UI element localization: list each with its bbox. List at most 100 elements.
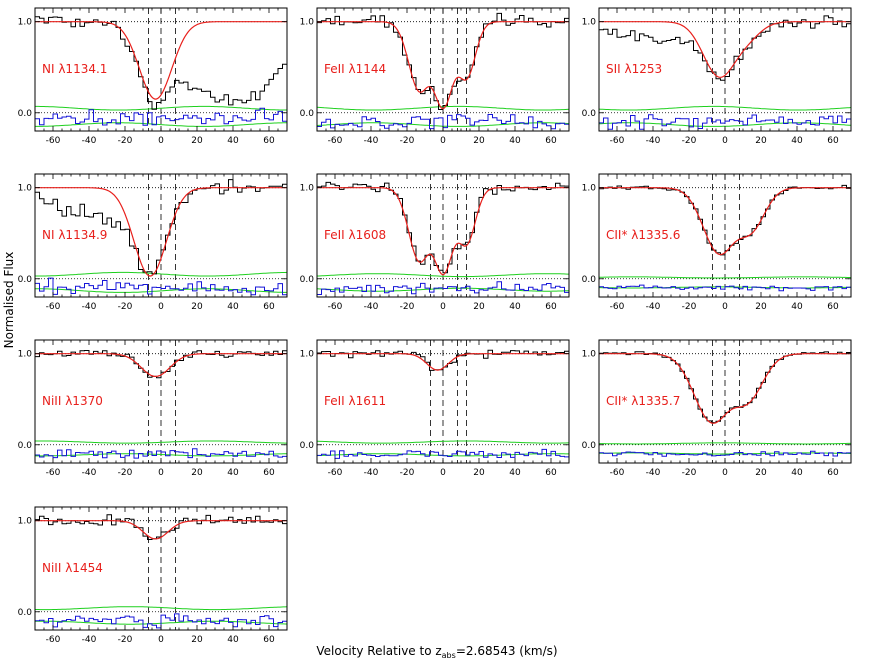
y-tick-label: 1.0 <box>300 18 315 28</box>
x-tick-label: 20 <box>473 302 485 312</box>
ion-label: CII* λ1335.7 <box>606 394 680 408</box>
x-tick-label: 60 <box>263 635 275 645</box>
x-tick-label: -60 <box>46 635 61 645</box>
panel-plot-area <box>35 8 287 131</box>
x-tick-label: 60 <box>263 468 275 478</box>
x-tick-label: -20 <box>118 302 133 312</box>
y-tick-label: 0.0 <box>18 441 33 451</box>
y-tick-label: 1.0 <box>582 350 597 360</box>
residual-spectrum <box>35 277 287 296</box>
residual-spectrum <box>599 284 851 292</box>
error-upper <box>35 606 287 611</box>
model-fit <box>317 353 569 371</box>
x-tick-label: 20 <box>755 302 767 312</box>
x-tick-label: -40 <box>646 302 661 312</box>
x-tick-label: 60 <box>827 468 839 478</box>
x-tick-label: 20 <box>473 468 485 478</box>
data-spectrum <box>599 15 851 81</box>
x-tick-label: -60 <box>328 468 343 478</box>
model-fit <box>35 21 287 100</box>
x-tick-label: -40 <box>82 635 97 645</box>
x-tick-label: 60 <box>263 136 275 146</box>
x-tick-label: -60 <box>328 136 343 146</box>
y-tick-label: 1.0 <box>18 18 33 28</box>
y-tick-label: 1.0 <box>300 350 315 360</box>
panel-5: -60 -40 -20 0 20 40 60 0.0 1.0 FeII λ1608 <box>300 173 570 312</box>
y-tick-label: 0.0 <box>582 109 597 119</box>
residual-spectrum <box>317 448 569 459</box>
panel-7: -60 -40 -20 0 20 40 60 0.0 1.0 NiII λ1370 <box>18 339 288 478</box>
error-upper <box>317 440 569 444</box>
x-tick-label: 20 <box>191 136 203 146</box>
ion-label: NI λ1134.9 <box>42 228 107 242</box>
x-tick-label: 20 <box>191 302 203 312</box>
ion-label: FeII λ1608 <box>324 228 386 242</box>
x-tick-label: 40 <box>509 136 521 146</box>
x-tick-label: 20 <box>755 136 767 146</box>
x-axis-title-subscript: abs <box>442 651 456 660</box>
x-tick-label: 60 <box>545 302 557 312</box>
model-fit <box>35 520 287 540</box>
x-tick-label: 40 <box>227 302 239 312</box>
y-tick-label: 0.0 <box>18 109 33 119</box>
x-tick-label: 0 <box>722 302 728 312</box>
x-tick-label: 0 <box>722 468 728 478</box>
x-tick-label: -20 <box>400 136 415 146</box>
x-tick-label: 0 <box>440 302 446 312</box>
residual-spectrum <box>317 114 569 130</box>
ion-label: NiII λ1454 <box>42 561 103 575</box>
model-fit <box>599 21 851 78</box>
panel-plot-area <box>599 8 851 131</box>
panel-plot-area <box>35 507 287 630</box>
model-fit <box>317 21 569 110</box>
ion-label: CII* λ1335.6 <box>606 228 680 242</box>
x-tick-label: 60 <box>263 302 275 312</box>
ion-label: FeII λ1144 <box>324 62 386 76</box>
x-tick-label: -20 <box>118 136 133 146</box>
x-tick-label: 0 <box>158 302 164 312</box>
panel-2: -60 -40 -20 0 20 40 60 0.0 1.0 FeII λ1144 <box>300 7 570 146</box>
x-tick-label: -60 <box>46 136 61 146</box>
panel-plot-area <box>317 174 569 297</box>
x-axis-title-prefix: Velocity Relative to z <box>316 644 441 658</box>
error-lower <box>35 288 287 293</box>
residual-spectrum <box>599 112 851 130</box>
x-tick-label: 20 <box>191 468 203 478</box>
model-fit <box>35 187 287 277</box>
y-tick-label: 0.0 <box>300 109 315 119</box>
y-tick-label: 1.0 <box>582 184 597 194</box>
x-tick-label: -20 <box>118 635 133 645</box>
x-tick-label: 40 <box>227 136 239 146</box>
x-tick-label: 40 <box>227 468 239 478</box>
y-tick-label: 0.0 <box>300 441 315 451</box>
x-axis-title: Velocity Relative to zabs=2.68543 (km/s) <box>316 644 557 660</box>
x-tick-label: -20 <box>400 302 415 312</box>
x-tick-label: -60 <box>610 302 625 312</box>
x-tick-label: -40 <box>364 136 379 146</box>
x-tick-label: -40 <box>646 136 661 146</box>
model-fit <box>317 187 569 276</box>
x-tick-label: 20 <box>755 468 767 478</box>
error-upper <box>317 273 569 278</box>
x-tick-label: -40 <box>646 468 661 478</box>
x-tick-label: 20 <box>473 136 485 146</box>
x-tick-label: -60 <box>46 468 61 478</box>
x-tick-label: 0 <box>440 468 446 478</box>
x-tick-label: 20 <box>191 635 203 645</box>
x-tick-label: -40 <box>82 136 97 146</box>
x-tick-label: -40 <box>82 468 97 478</box>
residual-spectrum <box>35 107 287 129</box>
x-tick-label: -20 <box>682 302 697 312</box>
panel-plot-area <box>35 174 287 297</box>
error-upper <box>599 105 851 111</box>
x-tick-label: 40 <box>791 468 803 478</box>
x-tick-label: 40 <box>791 136 803 146</box>
error-lower <box>35 453 287 457</box>
x-tick-label: 40 <box>509 302 521 312</box>
x-tick-label: -40 <box>364 468 379 478</box>
y-axis-title: Normalised Flux <box>2 252 16 349</box>
ion-label: SII λ1253 <box>606 62 662 76</box>
x-tick-label: -60 <box>328 302 343 312</box>
ion-label: FeII λ1611 <box>324 394 386 408</box>
